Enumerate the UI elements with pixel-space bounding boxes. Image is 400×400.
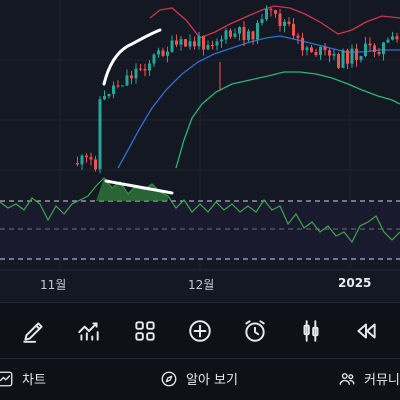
drawn-trendline bbox=[104, 179, 174, 195]
candlestick-icon[interactable] bbox=[293, 313, 329, 349]
indicator-chart-icon[interactable] bbox=[71, 313, 107, 349]
nav-community[interactable]: 커뮤니티 bbox=[338, 369, 400, 388]
drawn-arc bbox=[102, 28, 162, 86]
nav-explore[interactable]: 알아 보기 bbox=[160, 369, 238, 388]
nav-explore-label: 알아 보기 bbox=[186, 373, 238, 388]
grid-icon[interactable] bbox=[127, 313, 163, 349]
axis-label-nov: 11월 bbox=[40, 278, 67, 292]
community-icon bbox=[339, 372, 355, 385]
upper-band bbox=[149, 5, 400, 39]
compass-icon bbox=[161, 371, 177, 386]
nav-chart-label: 차트 bbox=[22, 373, 46, 388]
alarm-clock-icon[interactable] bbox=[237, 313, 273, 349]
pencil-icon[interactable] bbox=[16, 313, 52, 349]
plus-circle-icon[interactable] bbox=[182, 313, 218, 349]
chart-icon bbox=[0, 371, 13, 386]
bottom-navigation: 차트 알아 보기 커뮤니티 bbox=[0, 358, 400, 400]
price-chart[interactable]: 11월 12월 2025 bbox=[0, 0, 400, 302]
nav-chart[interactable]: 차트 bbox=[0, 369, 46, 388]
rewind-icon[interactable] bbox=[348, 313, 384, 349]
lower-band bbox=[175, 71, 400, 169]
axis-label-dec: 12월 bbox=[188, 278, 215, 292]
drawing-toolbar bbox=[0, 302, 400, 358]
chart-canvas bbox=[0, 0, 400, 271]
candlestick-series bbox=[76, 5, 399, 174]
axis-label-2025: 2025 bbox=[338, 276, 372, 290]
nav-community-label: 커뮤니티 bbox=[364, 373, 400, 388]
rsi-line bbox=[0, 177, 400, 244]
